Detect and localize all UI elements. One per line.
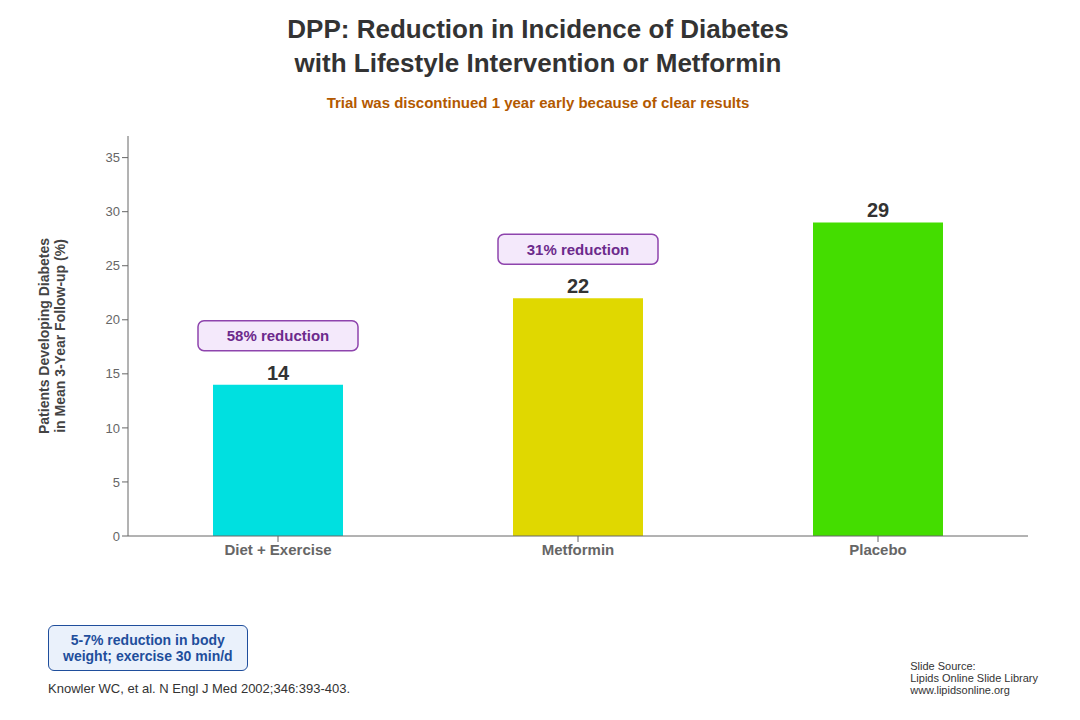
svg-text:14: 14 [267, 362, 290, 384]
html-text:Knowler WC, et al. N Engl J Me: Knowler WC, et al. N Engl J Med 2002;346… [48, 681, 351, 696]
svg-text:25: 25 [106, 258, 120, 273]
svg-text:Diet + Exercise: Diet + Exercise [224, 541, 331, 558]
svg-text:10: 10 [106, 421, 120, 436]
svg-text:31% reduction: 31% reduction [527, 241, 630, 258]
svg-text:35: 35 [106, 150, 120, 165]
svg-text:0: 0 [113, 529, 120, 544]
svg-text:Patients Developing Diabetesin: Patients Developing Diabetesin Mean 3-Ye… [36, 238, 69, 434]
html-text:5-7% reduction in body weight;: 5-7% reduction in body weight; exercise … [63, 632, 233, 664]
svg-text:5: 5 [113, 475, 120, 490]
svg-text:29: 29 [867, 199, 889, 221]
html-text:with Lifestyle Intervention or: with Lifestyle Intervention or Metformin [294, 48, 782, 78]
svg-text:22: 22 [567, 275, 589, 297]
svg-text:20: 20 [106, 312, 120, 327]
svg-text:30: 30 [106, 204, 120, 219]
html-text:DPP: Reduction in Incidence of: DPP: Reduction in Incidence of Diabetes [287, 14, 789, 44]
svg-text:58% reduction: 58% reduction [227, 327, 330, 344]
svg-text:Placebo: Placebo [849, 541, 907, 558]
svg-text:Metformin: Metformin [542, 541, 615, 558]
svg-text:15: 15 [106, 366, 120, 381]
html-text:Slide Source: Lipids Online Sl: Slide Source: Lipids Online Slide Librar… [910, 660, 1038, 696]
html-text:Trial was discontinued 1 year: Trial was discontinued 1 year early beca… [326, 94, 750, 111]
